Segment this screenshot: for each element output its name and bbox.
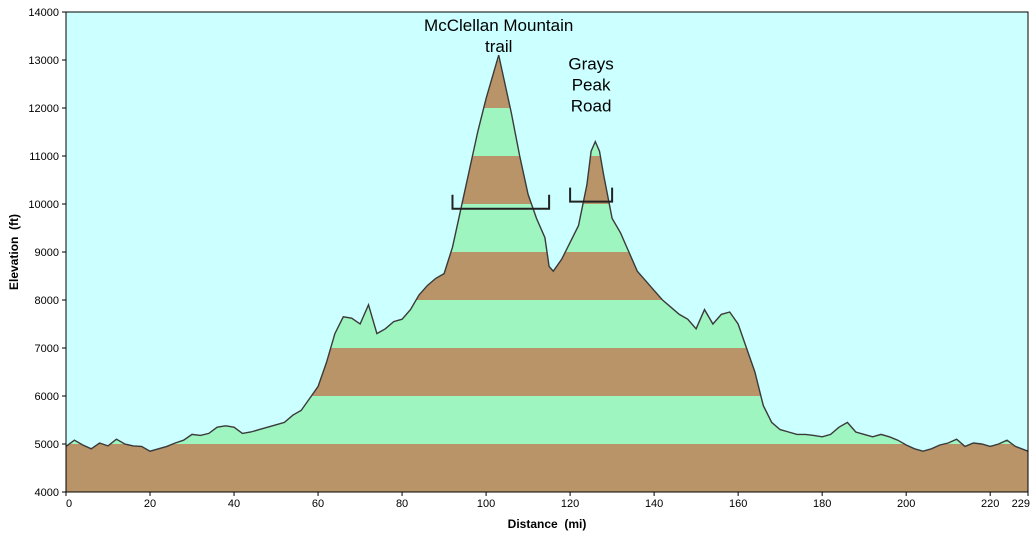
y-axis-title: Elevation (ft)	[7, 214, 21, 290]
y-tick-label: 9000	[35, 247, 59, 259]
y-tick-label: 7000	[35, 343, 59, 355]
x-axis-title: Distance (mi)	[508, 517, 587, 531]
x-axis: 0 20 40 60 80 100 120 140 160 180 200 220 229	[65, 492, 1030, 510]
annotation-label: Peak	[572, 76, 611, 95]
x-tick-label: 20	[144, 498, 156, 510]
y-tick-label: 11000	[29, 151, 59, 163]
x-tick-label: 180	[813, 498, 831, 510]
annotation-label: Road	[571, 97, 612, 116]
annotation-bracket	[569, 187, 614, 203]
x-tick-label: 200	[897, 498, 915, 510]
annotation-label: Grays	[568, 55, 613, 74]
x-tick-label: 160	[729, 498, 747, 510]
x-tick-label: 229	[1012, 498, 1030, 510]
y-tick-label: 12000	[28, 103, 59, 115]
x-tick-label: 60	[312, 498, 324, 510]
x-tick-label: 120	[561, 498, 579, 510]
x-tick-label: 140	[645, 498, 663, 510]
elevation-band	[66, 444, 1028, 492]
y-axis: 4000 5000 6000 7000 8000 9000 10000 11000 12000 1…	[28, 7, 66, 499]
y-tick-label: 5000	[35, 439, 59, 451]
x-tick-label: 80	[396, 498, 408, 510]
x-tick-label: 220	[981, 498, 999, 510]
profile-line	[65, 55, 1029, 452]
y-tick-label: 14000	[28, 7, 59, 19]
x-tick-label: 0	[66, 498, 72, 510]
y-tick-label: 10000	[28, 199, 59, 211]
annotation-label: trail	[485, 37, 512, 56]
annotations: McClellan Mountain trail Grays Peak Road	[424, 16, 614, 210]
annotation-bracket	[451, 194, 551, 210]
x-tick-label: 40	[228, 498, 240, 510]
y-tick-label: 13000	[28, 55, 59, 67]
y-tick-label: 4000	[35, 487, 59, 499]
y-tick-label: 8000	[35, 295, 59, 307]
y-tick-label: 6000	[35, 391, 59, 403]
annotation-label: McClellan Mountain	[424, 16, 573, 35]
elevation-profile	[65, 55, 1029, 452]
x-tick-label: 100	[477, 498, 495, 510]
